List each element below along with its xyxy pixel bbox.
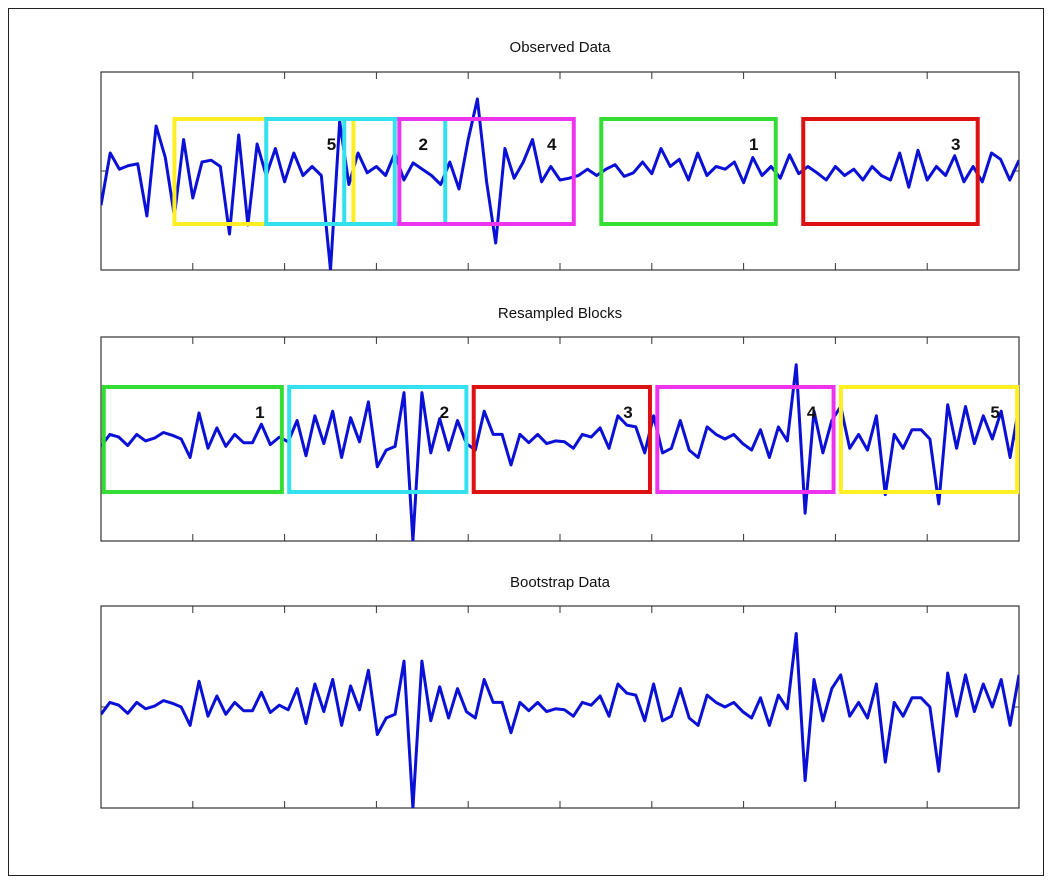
block-label: 2 — [419, 135, 428, 154]
block-label: 3 — [623, 403, 632, 422]
block-box-1 — [599, 117, 778, 226]
block-box-3 — [801, 117, 980, 226]
chart-panel-2: Resampled Blocks 1 2 3 4 5 — [100, 305, 1020, 542]
block-label: 2 — [440, 403, 449, 422]
block-box-5 — [172, 117, 356, 226]
chart-title: Resampled Blocks — [498, 305, 622, 322]
block-label: 1 — [749, 135, 758, 154]
series-line — [101, 97, 1019, 270]
block-box-5 — [838, 385, 1020, 494]
block-box-3 — [471, 385, 652, 494]
block-box-2 — [287, 385, 469, 494]
block-box-2 — [342, 117, 448, 226]
block-label: 4 — [547, 135, 557, 154]
block-box-4 — [655, 385, 836, 494]
chart-panel-1: Observed Data 5 2 4 1 3 — [100, 39, 1020, 271]
block-box-overlap — [264, 117, 397, 226]
series-line — [101, 363, 1019, 541]
chart-title: Observed Data — [510, 39, 612, 56]
block-box-4 — [397, 117, 576, 226]
block-label: 5 — [327, 135, 336, 154]
series-line — [101, 632, 1019, 808]
chart-panel-3: Bootstrap Data — [100, 574, 1020, 809]
block-label: 5 — [990, 403, 999, 422]
block-label: 1 — [255, 403, 264, 422]
block-box-1 — [101, 385, 284, 494]
axes-box — [100, 71, 1020, 271]
chart-title: Bootstrap Data — [510, 574, 611, 591]
block-label: 3 — [951, 135, 960, 154]
block-label: 4 — [807, 403, 817, 422]
